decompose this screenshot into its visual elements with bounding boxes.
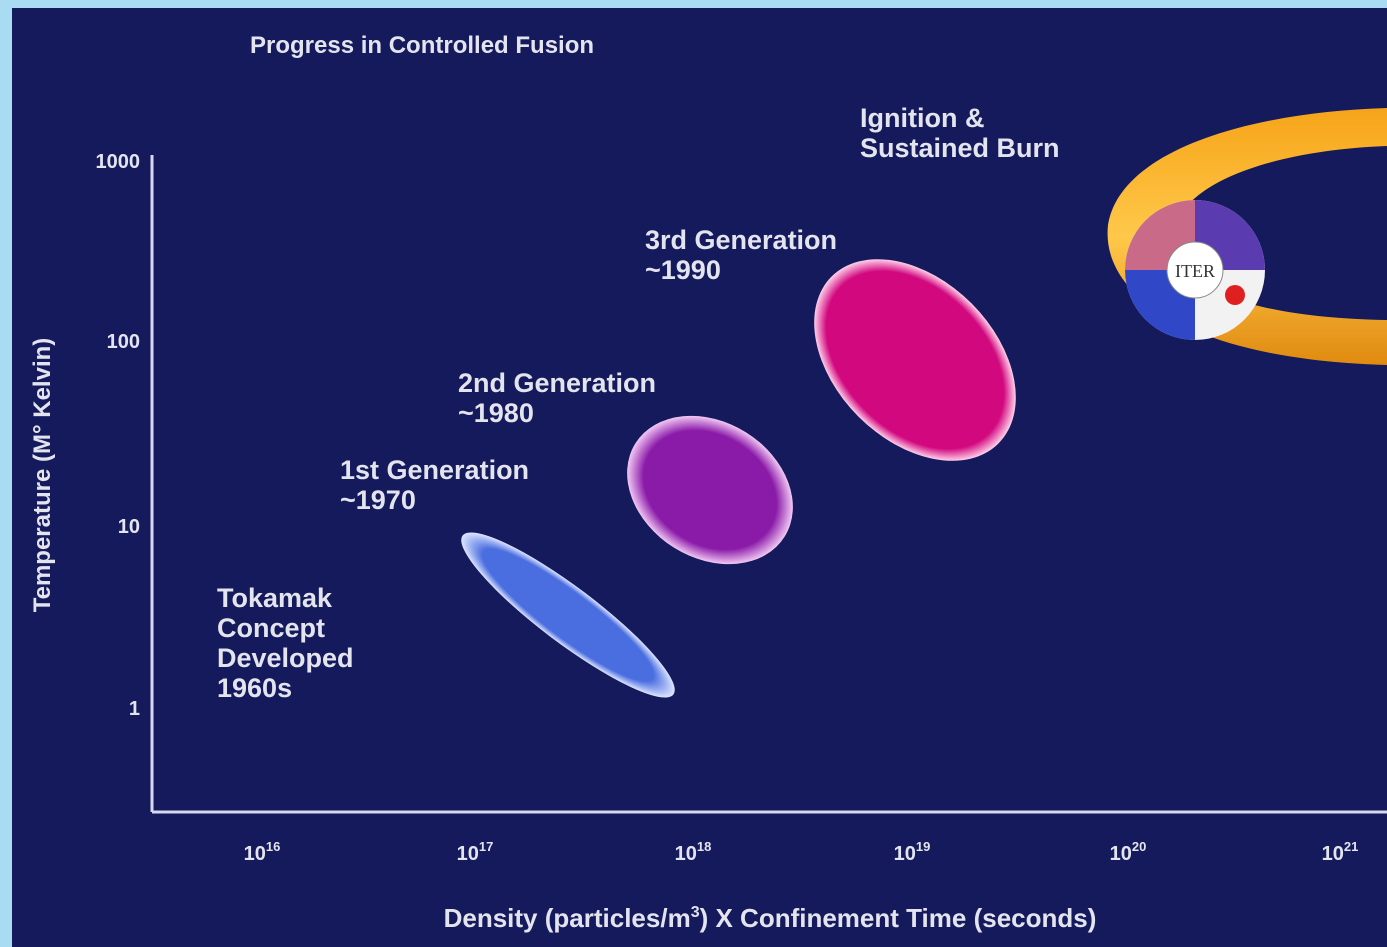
tick-base: 10 (457, 843, 479, 865)
region-2nd-gen (627, 415, 793, 565)
x-label-part: ) X Confinement Time (seconds) (700, 903, 1097, 933)
tick-exp: 17 (479, 839, 493, 854)
region-label: Ignition & (860, 103, 984, 133)
tick-exp: 18 (697, 839, 711, 854)
tick-base: 10 (244, 843, 266, 865)
y-tick-label: 100 (107, 331, 140, 353)
region-label: 3rd Generation (645, 225, 837, 255)
tick-exp: 19 (916, 839, 930, 854)
x-tick-label: 1021 (1322, 839, 1359, 865)
x-axis-label: Density (particles/m3) X Confinement Tim… (444, 903, 1097, 933)
region-3rd-gen (814, 259, 1016, 461)
y-ticks: 1000 100 10 1 (96, 151, 141, 720)
x-ticks: 1016 1017 1018 1019 1020 1021 (244, 839, 1359, 865)
tick-base: 10 (675, 843, 697, 865)
region-label: Sustained Burn (860, 133, 1060, 163)
y-tick-label: 1000 (96, 151, 141, 173)
x-label-sup: 3 (691, 904, 700, 921)
y-tick-label: 1 (129, 698, 140, 720)
region-label: 2nd Generation (458, 368, 656, 398)
y-tick-label: 10 (118, 516, 140, 538)
y-axis-label: Temperature (M° Kelvin) (29, 338, 56, 613)
region-label: ~1980 (458, 398, 534, 428)
tick-exp: 21 (1344, 839, 1358, 854)
region-label: 1st Generation (340, 455, 529, 485)
region-label: ~1990 (645, 255, 721, 285)
region-label: Tokamak (217, 583, 333, 613)
x-tick-label: 1016 (244, 839, 281, 865)
x-tick-label: 1017 (457, 839, 494, 865)
tick-base: 10 (1110, 843, 1132, 865)
tick-exp: 16 (266, 839, 280, 854)
tick-exp: 20 (1132, 839, 1146, 854)
region-label: ~1970 (340, 485, 416, 515)
iter-logo: ITER (1125, 200, 1265, 340)
title: Progress in Controlled Fusion (250, 32, 594, 59)
region-label: 1960s (217, 673, 292, 703)
region-1st-gen (461, 532, 675, 698)
region-label: Developed (217, 643, 354, 673)
x-tick-label: 1018 (675, 839, 712, 865)
region-label: Concept (217, 613, 325, 643)
logo-text: ITER (1175, 261, 1215, 281)
tick-base: 10 (1322, 843, 1344, 865)
x-tick-label: 1020 (1110, 839, 1147, 865)
x-label-part: Density (particles/m (444, 903, 691, 933)
x-tick-label: 1019 (894, 839, 931, 865)
tick-base: 10 (894, 843, 916, 865)
